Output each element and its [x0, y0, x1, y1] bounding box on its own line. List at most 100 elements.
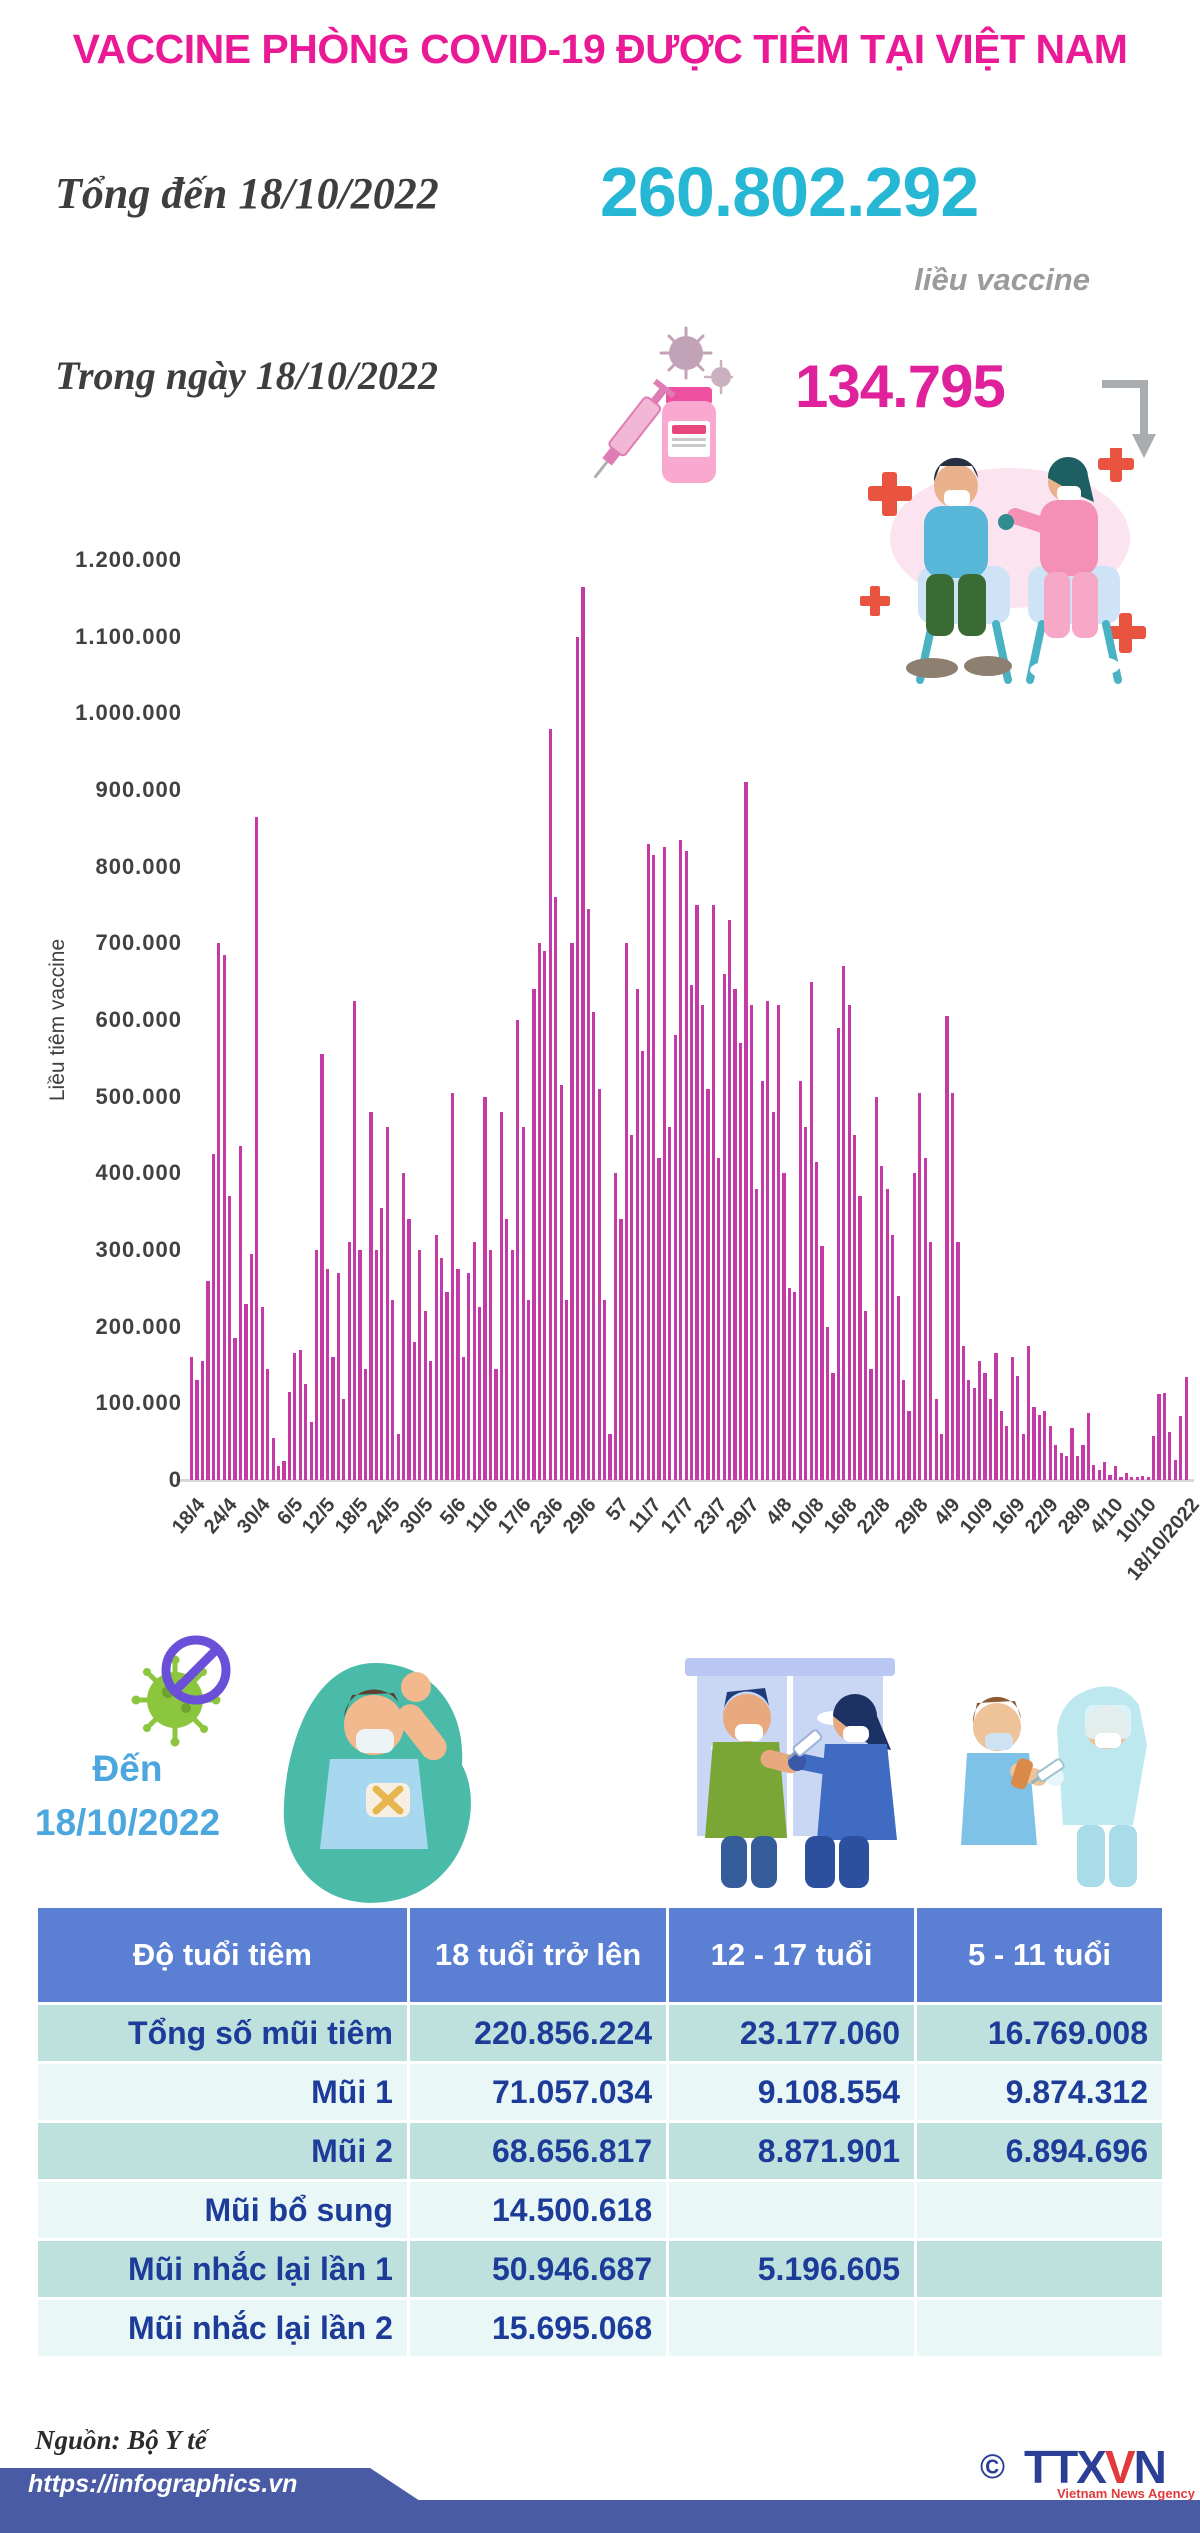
- bar: [445, 1292, 449, 1480]
- x-tick-label: 30/4: [232, 1494, 275, 1538]
- bar: [287, 1392, 292, 1480]
- y-tick-label: 900.000: [95, 777, 182, 802]
- row-label: Mũi nhắc lại lần 2: [35, 2297, 410, 2359]
- bar: [630, 1135, 634, 1480]
- bar: [1026, 1346, 1031, 1480]
- bar: [1097, 1470, 1101, 1480]
- bar: [1016, 1376, 1020, 1480]
- infographics-link[interactable]: https://infographics.vn: [28, 2470, 298, 2498]
- bar: [255, 817, 259, 1480]
- bar: [559, 1085, 563, 1480]
- bar: [380, 1208, 384, 1480]
- bar: [353, 1001, 357, 1480]
- x-tick-label: 28/9: [1053, 1494, 1096, 1538]
- bar: [1103, 1462, 1107, 1480]
- bar: [738, 1043, 743, 1480]
- bar: [478, 1307, 482, 1480]
- x-tick-label: 18/5: [330, 1494, 373, 1538]
- bar: [793, 1292, 797, 1480]
- total-value: 260.802.292: [600, 153, 979, 231]
- bar: [603, 1300, 607, 1480]
- row-value: 9.108.554: [666, 2061, 918, 2123]
- x-tick-label: 23/6: [526, 1494, 569, 1538]
- total-unit-label: liều vaccine: [914, 262, 1090, 297]
- bar: [945, 1016, 949, 1480]
- bar: [1059, 1453, 1063, 1480]
- bar: [488, 1250, 493, 1480]
- bar: [619, 1219, 623, 1480]
- bar: [391, 1300, 395, 1480]
- bar: [863, 1311, 868, 1480]
- as-of-date-label: Đến 18/10/2022: [34, 1748, 221, 1843]
- row-value: 8.871.901: [666, 2120, 918, 2182]
- bar: [918, 1093, 922, 1480]
- bar: [363, 1369, 368, 1480]
- bar: [407, 1219, 411, 1480]
- bar: [717, 1158, 721, 1480]
- bar: [760, 1081, 764, 1480]
- y-tick-label: 800.000: [95, 853, 182, 879]
- arrow-down-icon: [1102, 380, 1156, 458]
- bar: [668, 1127, 672, 1480]
- bar: [1010, 1357, 1014, 1480]
- bar: [711, 905, 715, 1480]
- bar: [988, 1399, 993, 1480]
- bar: [766, 1001, 770, 1480]
- bar: [385, 1127, 389, 1480]
- x-tick-label: 16/8: [819, 1494, 862, 1538]
- row-label: Mũi bổ sung: [35, 2179, 410, 2241]
- row-value: 16.769.008: [914, 2002, 1165, 2064]
- table-row: Mũi 2 68.656.817 8.871.901 6.894.696: [35, 2120, 1165, 2182]
- row-label: Mũi 1: [35, 2061, 410, 2123]
- x-tick-label: 24/4: [200, 1494, 243, 1538]
- ttxvn-logo: © TTXVN Vietnam News Agency: [980, 2440, 1195, 2501]
- bar: [1113, 1466, 1118, 1480]
- bar: [940, 1434, 944, 1480]
- bar: [1119, 1477, 1123, 1480]
- bar: [1086, 1413, 1090, 1480]
- bar: [923, 1158, 927, 1480]
- x-tick-label: 17/7: [656, 1494, 699, 1538]
- bar: [646, 844, 650, 1480]
- x-tick-label: 23/7: [689, 1494, 732, 1538]
- bar: [200, 1361, 205, 1480]
- bar: [842, 966, 846, 1480]
- y-tick-label: 700.000: [95, 930, 182, 956]
- bar: [809, 982, 813, 1480]
- bar: [1173, 1460, 1177, 1480]
- x-tick-label: 22/8: [852, 1494, 895, 1538]
- row-value: 23.177.060: [666, 2002, 918, 2064]
- bar: [206, 1281, 210, 1480]
- bar: [885, 1189, 889, 1480]
- bar: [804, 1127, 808, 1480]
- bar: [690, 985, 694, 1480]
- source-label: Nguồn: Bộ Y tế: [35, 2425, 207, 2455]
- bar: [249, 1254, 254, 1480]
- bar: [347, 1242, 351, 1480]
- agency-name: TTXVN: [1024, 2441, 1167, 2493]
- bar: [1005, 1426, 1009, 1480]
- x-tick-label: 11/6: [461, 1494, 504, 1538]
- bar: [190, 1357, 194, 1480]
- bar: [266, 1369, 270, 1480]
- bar: [510, 1250, 514, 1480]
- vaccine-vial-syringe-icon: [593, 326, 733, 483]
- bar: [907, 1411, 911, 1480]
- bar: [597, 1089, 601, 1480]
- row-value: 68.656.817: [406, 2120, 670, 2182]
- bar: [950, 1093, 955, 1480]
- bar: [695, 905, 699, 1480]
- bar: [733, 989, 737, 1480]
- bar: [1070, 1428, 1074, 1480]
- bar: [994, 1353, 998, 1480]
- col-header-age-group: Độ tuổi tiêm: [35, 1905, 410, 2005]
- agency-subtitle: Vietnam News Agency: [1057, 2486, 1195, 2501]
- bar: [641, 1051, 645, 1480]
- bar: [516, 1020, 520, 1480]
- bar: [543, 951, 547, 1480]
- bar: [651, 855, 656, 1480]
- bar: [315, 1250, 319, 1480]
- col-header-12-17: 12 - 17 tuổi: [666, 1905, 918, 2005]
- bar: [700, 1005, 705, 1480]
- bar: [706, 1089, 710, 1480]
